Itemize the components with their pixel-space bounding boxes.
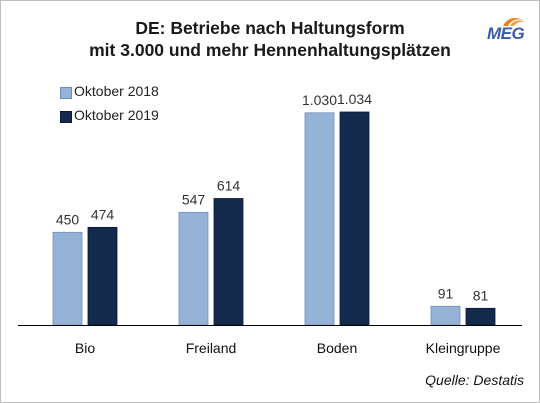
value-label-freiland-2019: 614	[217, 178, 241, 194]
legend-item-2019: Oktober 2019	[60, 107, 280, 127]
legend-item-2018: Oktober 2018	[60, 83, 280, 103]
value-label-boden-2018: 1.030	[302, 92, 337, 108]
value-label-bio-2019: 474	[91, 206, 115, 222]
bar-freiland-2018	[178, 211, 209, 326]
bar-freiland-2019	[213, 198, 244, 326]
bar-bio-2019	[87, 226, 118, 326]
bar-bio-2018	[52, 231, 83, 326]
category-label-bio: Bio	[75, 340, 95, 356]
category-label-kleingruppe: Kleingruppe	[426, 340, 501, 356]
source-note: Quelle: Destatis	[425, 372, 524, 388]
legend-swatch-2018	[60, 87, 72, 99]
value-label-freiland-2018: 547	[182, 191, 206, 207]
category-label-freiland: Freiland	[186, 340, 237, 356]
value-label-kleingruppe-2018: 91	[438, 285, 454, 301]
meg-logo: MEG	[487, 14, 535, 46]
value-label-bio-2018: 450	[56, 211, 80, 227]
flame-icon	[503, 18, 525, 26]
value-label-kleingruppe-2019: 81	[473, 287, 489, 303]
bar-kleingruppe-2018	[430, 305, 461, 326]
bar-boden-2019	[339, 111, 370, 326]
chart-title: DE: Betriebe nach Haltungsform	[135, 18, 405, 38]
legend-swatch-2019	[60, 111, 72, 123]
chart-subtitle: mit 3.000 und mehr Hennenhaltungsplätzen	[89, 40, 451, 60]
logo-text: MEG	[487, 24, 525, 43]
value-label-boden-2019: 1.034	[337, 91, 372, 107]
legend-label-2019: Oktober 2019	[74, 107, 159, 123]
bar-kleingruppe-2019	[465, 307, 496, 326]
category-label-boden: Boden	[317, 340, 357, 356]
legend-label-2018: Oktober 2018	[74, 83, 159, 99]
bar-boden-2018	[304, 112, 335, 326]
